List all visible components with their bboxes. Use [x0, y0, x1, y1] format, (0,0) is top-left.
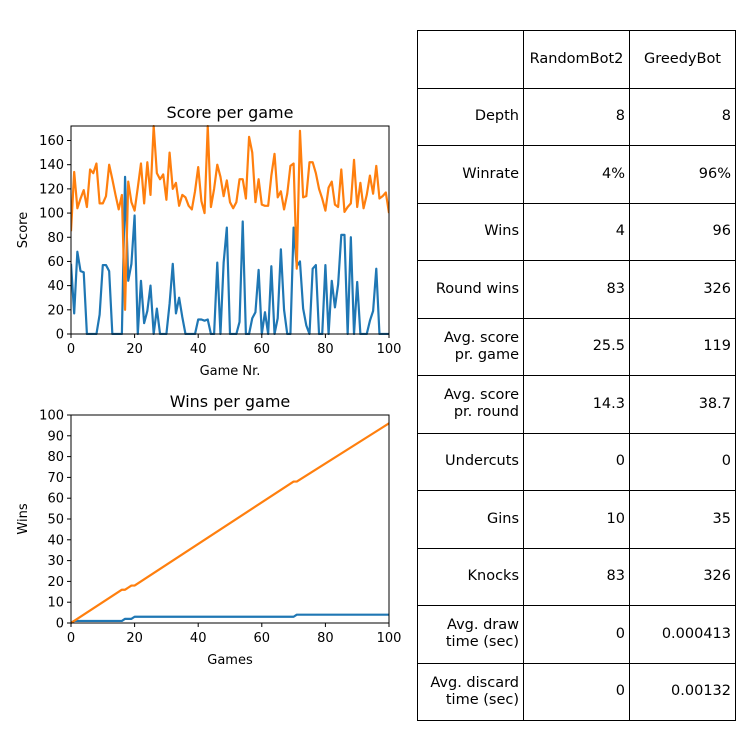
wins-chart-title: Wins per game [170, 392, 291, 411]
table-cell: 83 [523, 547, 630, 606]
table-cell: 4 [523, 202, 630, 261]
table-row: Undercuts 0 0 [417, 432, 736, 491]
table-cell: 4% [523, 145, 630, 204]
table-row-label: Avg. discard time (sec) [417, 662, 524, 721]
score-y-tick-label: 140 [39, 158, 64, 173]
table-cell: 83 [523, 260, 630, 319]
score-y-tick-label: 60 [47, 255, 64, 270]
wins-x-tick-label: 0 [67, 631, 75, 646]
table-column-header: RandomBot2 [523, 30, 630, 89]
table-cell: 0 [523, 605, 630, 664]
table-row-label: Wins [417, 202, 524, 261]
score-y-tick-label: 20 [47, 303, 64, 318]
table-cell: 326 [629, 547, 736, 606]
wins-y-tick-label: 100 [39, 409, 64, 424]
table-row-label: Depth [417, 87, 524, 146]
table-row-label: Winrate [417, 145, 524, 204]
table-row: Wins 4 96 [417, 202, 736, 261]
table-row: Avg. score pr. game 25.5 119 [417, 317, 736, 376]
wins-y-tick-label: 20 [47, 575, 64, 590]
table-row: Depth 8 8 [417, 87, 736, 146]
score-plot-area: 0 20 40 60 80 100 0 20 40 60 80 100 120 140 160 [39, 125, 402, 357]
wins-series-line-1 [71, 613, 389, 624]
table-row: Avg. draw time (sec) 0 0.000413 [417, 605, 736, 664]
table-row-label: Avg. score pr. round [417, 375, 524, 434]
score-series-line-2 [71, 125, 389, 311]
table-cell: 96% [629, 145, 736, 204]
wins-y-tick-label: 40 [47, 533, 64, 548]
wins-x-tick-label: 20 [126, 631, 143, 646]
table-row-label: Gins [417, 490, 524, 549]
wins-x-tick-label: 100 [377, 631, 402, 646]
score-y-tick-label: 0 [56, 328, 64, 343]
wins-chart-x-axis-label: Games [207, 653, 253, 668]
table-cell: 35 [629, 490, 736, 549]
table-header-row: RandomBot2 GreedyBot [417, 30, 736, 89]
score-y-tick-label: 160 [39, 134, 64, 149]
wins-x-tick-label: 40 [190, 631, 207, 646]
table-cell: 326 [629, 260, 736, 319]
table-cell: 0.00132 [629, 662, 736, 721]
wins-plot-area: 0 20 40 60 80 100 0 10 20 30 40 50 60 70 80 90 100 [39, 409, 401, 647]
table-cell: 0 [523, 662, 630, 721]
table-row-label: Knocks [417, 547, 524, 606]
table-row: Gins 10 35 [417, 490, 736, 549]
table-row: Winrate 4% 96% [417, 145, 736, 204]
wins-y-tick-label: 0 [56, 617, 64, 632]
score-y-tick-label: 100 [39, 207, 64, 222]
wins-y-tick-label: 50 [47, 513, 64, 528]
table-row-label: Avg. score pr. game [417, 317, 524, 376]
table-row-label: Avg. draw time (sec) [417, 605, 524, 664]
score-per-game-chart: Score per game 0 20 40 60 80 100 0 20 40 60 80 100 1… [16, 103, 401, 379]
wins-y-tick-label: 60 [47, 492, 64, 507]
table-cell: 8 [523, 87, 630, 146]
table-row: Round wins 83 326 [417, 260, 736, 319]
table-cell: 0.000413 [629, 605, 736, 664]
score-x-tick-label: 80 [317, 342, 334, 357]
score-x-tick-label: 60 [254, 342, 271, 357]
score-x-tick-label: 100 [377, 342, 402, 357]
table-cell: 25.5 [523, 317, 630, 376]
score-x-tick-label: 20 [126, 342, 143, 357]
table-column-header: GreedyBot [629, 30, 736, 89]
wins-chart-y-axis-label: Wins [16, 503, 31, 534]
table-row-label: Round wins [417, 260, 524, 319]
table-row-label: Undercuts [417, 432, 524, 491]
score-y-tick-label: 40 [47, 279, 64, 294]
table-cell: 0 [629, 432, 736, 491]
score-x-tick-label: 0 [67, 342, 75, 357]
wins-y-tick-label: 90 [47, 429, 64, 444]
wins-per-game-chart: Wins per game 0 20 40 60 80 100 0 10 20 30 40 50 60 7… [16, 392, 401, 668]
wins-x-tick-label: 60 [254, 631, 271, 646]
score-x-tick-label: 40 [190, 342, 207, 357]
wins-y-tick-label: 30 [47, 554, 64, 569]
table-cell: 0 [523, 432, 630, 491]
table-cell: 38.7 [629, 375, 736, 434]
score-y-tick-label: 80 [47, 231, 64, 246]
wins-series-line-2 [71, 422, 389, 624]
bot-stats-table: RandomBot2 GreedyBot Depth 8 8 Winrate 4% 96% Wi… [417, 30, 736, 721]
wins-y-tick-label: 80 [47, 450, 64, 465]
table-cell: 10 [523, 490, 630, 549]
wins-x-tick-label: 80 [317, 631, 334, 646]
score-chart-title: Score per game [167, 103, 294, 122]
table-row: Knocks 83 326 [417, 547, 736, 606]
score-axes-frame [70, 125, 390, 335]
table-cell: 96 [629, 202, 736, 261]
table-corner-cell [417, 30, 524, 89]
score-y-tick-label: 120 [39, 182, 64, 197]
table-row: Avg. score pr. round 14.3 38.7 [417, 375, 736, 434]
wins-y-tick-label: 70 [47, 471, 64, 486]
score-chart-x-axis-label: Game Nr. [200, 364, 261, 379]
table-cell: 14.3 [523, 375, 630, 434]
table-cell: 8 [629, 87, 736, 146]
table-cell: 119 [629, 317, 736, 376]
table-row: Avg. discard time (sec) 0 0.00132 [417, 662, 736, 721]
score-chart-y-axis-label: Score [16, 212, 31, 248]
wins-y-tick-label: 10 [47, 596, 64, 611]
